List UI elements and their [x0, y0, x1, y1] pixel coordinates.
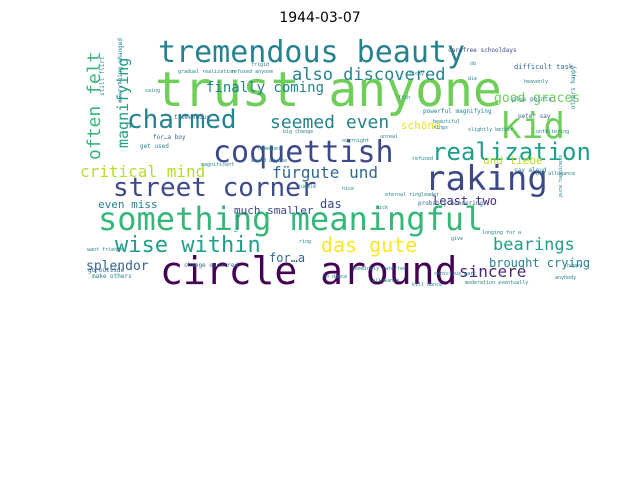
- cloud-word: happy: [567, 263, 582, 269]
- cloud-word: others happy: [570, 65, 577, 109]
- cloud-word: would anyone: [251, 158, 287, 164]
- cloud-word: raking: [425, 159, 548, 199]
- cloud-word: fürgute und: [272, 163, 378, 182]
- cloud-word: even miss: [98, 198, 158, 211]
- cloud-word: realization: [432, 138, 591, 166]
- cloud-word: splendor: [86, 259, 149, 274]
- cloud-word: eternal ringleader: [385, 192, 439, 198]
- cloud-word: heavenly: [524, 79, 548, 85]
- cloud-word: kill dance: [412, 282, 442, 288]
- cloud-word: probably wondering: [418, 200, 483, 207]
- cloud-word: und liebe: [483, 154, 543, 167]
- cloud-word: circle around: [160, 249, 457, 293]
- cloud-word: brought crying: [489, 256, 590, 270]
- cloud-word: change occurred: [184, 262, 239, 269]
- cloud-word: bearings: [493, 235, 575, 255]
- cloud-word: sick: [376, 205, 388, 211]
- cloud-word: beautiful: [433, 119, 460, 125]
- cloud-word: unreal: [380, 134, 398, 140]
- cloud-word: also discovered: [292, 65, 446, 85]
- cloud-word: ob: [470, 61, 476, 67]
- cloud-word: for…a boy: [153, 134, 186, 141]
- cloud-word: wise within: [115, 233, 261, 258]
- cloud-word: rings: [433, 125, 448, 131]
- cloud-word: seemed even: [270, 112, 389, 133]
- cloud-word: das gute: [321, 233, 417, 257]
- cloud-word: die: [468, 76, 477, 82]
- cloud-word: difficult task: [514, 63, 574, 71]
- cloud-word: give: [451, 236, 463, 242]
- cloud-word: say aloud: [514, 167, 547, 174]
- cloud-word: fish: [398, 95, 410, 101]
- cloud-word: conscious part: [434, 271, 476, 277]
- cloud-word: want friends: [87, 247, 123, 253]
- cloud-word: charmed: [127, 105, 237, 135]
- cloud-word: unfaltering: [536, 129, 569, 135]
- cloud-word: coquettish: [213, 135, 394, 170]
- cloud-word: remember: [257, 146, 281, 152]
- cloud-word: seemingly carefree: [352, 266, 406, 272]
- cloud-word: tremendous: [174, 114, 211, 121]
- cloud-word: much smaller: [234, 204, 314, 217]
- cloud-word: kid: [500, 106, 565, 147]
- cloud-word: no dance: [323, 274, 347, 280]
- cloud-word: trust anyone: [155, 62, 502, 118]
- cloud-word: big allowance: [536, 171, 575, 177]
- cloud-word: good graces: [494, 91, 580, 106]
- cloud-word: something meaningful: [98, 200, 483, 238]
- cloud-word: anybody: [555, 275, 576, 281]
- cloud-word: street corner: [113, 173, 317, 203]
- cloud-word: das: [320, 197, 342, 211]
- cloud-word: plus points: [512, 96, 552, 103]
- cloud-word: for…a: [269, 251, 305, 265]
- cloud-word: refused anyone: [231, 69, 273, 75]
- cloud-word: powerful magnifying: [423, 108, 492, 115]
- cloud-word: make others: [92, 273, 132, 280]
- cloud-word: nice: [342, 186, 354, 192]
- cloud-word: carefree schooldays: [448, 47, 517, 54]
- cloud-word: go outside: [88, 267, 125, 274]
- cloud-word: ring: [299, 239, 311, 245]
- cloud-word: everything changed: [117, 38, 124, 103]
- cloud-word: saing: [145, 88, 160, 94]
- chart-title: 1944-03-07: [279, 10, 361, 26]
- cloud-word: big change: [283, 129, 313, 135]
- cloud-word: sincere: [459, 262, 526, 281]
- cloud-word: finally coming: [206, 80, 324, 96]
- cloud-word: critical mind: [80, 162, 205, 181]
- cloud-background: [80, 36, 580, 286]
- cloud-word: overnight: [342, 138, 369, 144]
- cloud-word: still flirt: [99, 56, 106, 96]
- cloud-word: gradual realization: [178, 69, 235, 75]
- cloud-word: tricky: [406, 71, 424, 77]
- cloud-word: frigid: [251, 62, 269, 68]
- cloud-word: often felt: [84, 52, 105, 160]
- cloud-word: allowance: [372, 278, 399, 284]
- cloud-word: least two: [432, 194, 497, 208]
- cloud-word: tremendous beauty: [158, 35, 465, 70]
- cloud-word: refused: [412, 156, 433, 162]
- cloud-word: magnifying: [114, 58, 132, 148]
- cloud-word: facing: [234, 215, 240, 233]
- cloud-word: slightly better: [468, 127, 513, 133]
- cloud-word: magnificent: [201, 162, 234, 168]
- cloud-word: schöne: [401, 119, 441, 132]
- cloud-word: get used: [140, 143, 169, 150]
- cloud-word: jumble: [298, 184, 316, 190]
- cloud-word: peter say: [518, 113, 551, 120]
- cloud-word: longing for a: [482, 230, 521, 236]
- cloud-word: moderation eventually: [465, 280, 528, 286]
- cloud-word: pure happiness: [558, 155, 564, 197]
